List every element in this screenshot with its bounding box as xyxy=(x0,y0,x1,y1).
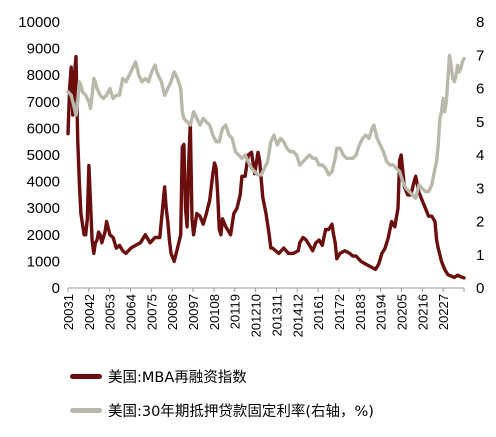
right-tick-label: 0 xyxy=(476,280,484,297)
x-tick-label: 20075 xyxy=(144,294,159,330)
left-tick-label: 8000 xyxy=(27,67,60,84)
x-tick-label: 20119 xyxy=(228,294,243,329)
refi-swatch xyxy=(70,373,102,379)
legend-item-refi: 美国:MBA再融资指数 xyxy=(70,363,490,389)
right-tick-label: 2 xyxy=(476,214,484,231)
left-tick-label: 2000 xyxy=(27,227,60,244)
mortgage-rate-line xyxy=(66,53,466,200)
x-tick-label: 20194 xyxy=(374,294,389,330)
left-tick-label: 1000 xyxy=(27,253,60,270)
x-tick-label: 20216 xyxy=(415,294,430,330)
left-tick-label: 10000 xyxy=(18,14,60,31)
x-tick-label: 20064 xyxy=(124,294,139,330)
x-tick-label: 20086 xyxy=(165,294,180,330)
right-axis: 0 1 2 3 4 5 6 7 8 xyxy=(476,14,484,297)
left-tick-label: 4000 xyxy=(27,174,60,191)
right-tick-label: 3 xyxy=(476,180,484,197)
legend-label-rate: 美国:30年期抵押贷款固定利率(右轴，%) xyxy=(108,403,374,420)
x-tick-label: 201412 xyxy=(290,294,305,337)
x-tick-label: 20205 xyxy=(394,294,409,330)
refi-index-line xyxy=(66,54,466,280)
x-tick-label: 20161 xyxy=(311,294,326,330)
left-tick-label: 5000 xyxy=(27,147,60,164)
left-tick-label: 3000 xyxy=(27,200,60,217)
right-tick-label: 4 xyxy=(476,147,484,164)
left-tick-label: 6000 xyxy=(27,120,60,137)
right-tick-label: 1 xyxy=(476,247,484,264)
right-tick-label: 5 xyxy=(476,114,484,131)
x-tick-label: 20108 xyxy=(207,294,222,330)
rate-swatch xyxy=(70,407,102,413)
right-tick-label: 6 xyxy=(476,81,484,98)
left-axis: 0 1000 2000 3000 4000 5000 6000 7000 8000 9000 100… xyxy=(18,14,60,297)
left-tick-label: 0 xyxy=(52,280,60,297)
plot-area xyxy=(66,53,466,280)
legend-label-refi: 美国:MBA再融资指数 xyxy=(108,369,247,386)
x-tick-label: 20227 xyxy=(436,294,451,330)
right-tick-label: 8 xyxy=(476,14,484,31)
left-tick-label: 9000 xyxy=(27,41,60,58)
x-tick-label: 201311 xyxy=(269,294,284,336)
left-tick-label: 7000 xyxy=(27,94,60,111)
x-tick-label: 20183 xyxy=(353,294,368,330)
x-tick-label: 20031 xyxy=(61,294,76,330)
right-tick-label: 7 xyxy=(476,47,484,64)
x-tick-label: 20042 xyxy=(82,294,97,330)
x-axis: 20031 20042 20053 20064 20075 20086 20097 20108… xyxy=(61,287,465,337)
x-tick-label: 201210 xyxy=(249,294,264,337)
x-tick-label: 20053 xyxy=(103,294,118,330)
x-tick-label: 20097 xyxy=(186,294,201,330)
x-tick-label: 20172 xyxy=(332,294,347,330)
legend-item-rate: 美国:30年期抵押贷款固定利率(右轴，%) xyxy=(70,397,490,423)
